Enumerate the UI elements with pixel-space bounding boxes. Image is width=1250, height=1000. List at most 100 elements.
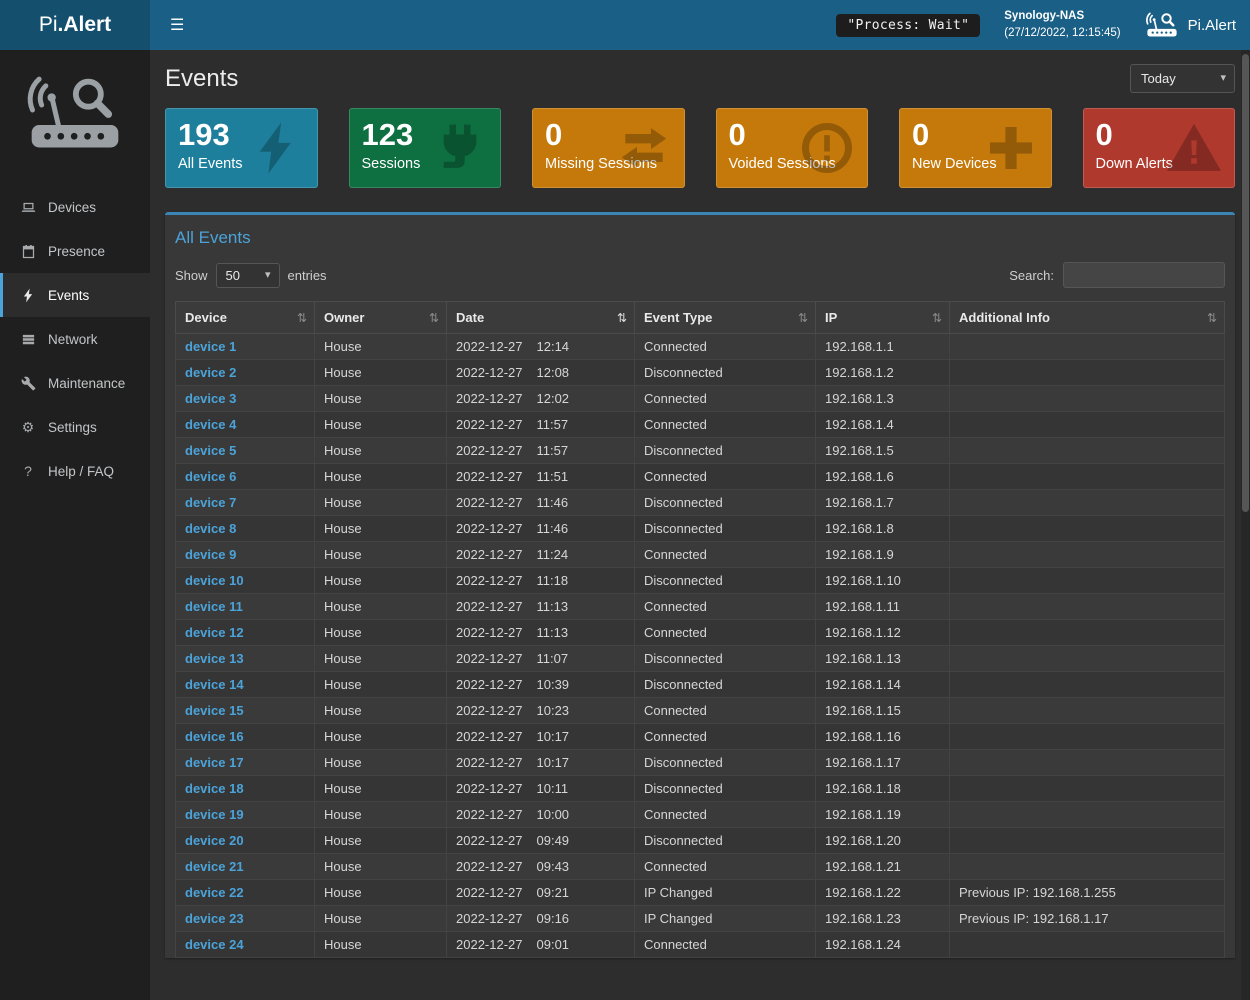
app-brand[interactable]: Pi .Alert — [0, 0, 150, 50]
scrollbar-thumb[interactable] — [1242, 54, 1249, 512]
additional-info-cell — [949, 853, 1225, 880]
device-link[interactable]: device 23 — [185, 911, 244, 926]
device-link[interactable]: device 5 — [185, 443, 237, 458]
summary-card-new-devices[interactable]: 0 New Devices — [899, 108, 1052, 188]
sort-icon: ⇅ — [931, 310, 942, 325]
device-link[interactable]: device 2 — [185, 365, 237, 380]
card-label: New Devices — [912, 155, 997, 172]
event-type-cell: Disconnected — [634, 359, 816, 386]
app-badge[interactable]: Pi.Alert — [1145, 12, 1236, 39]
time-value: 11:18 — [536, 573, 569, 588]
device-link[interactable]: device 18 — [185, 781, 244, 796]
device-cell: device 10 — [175, 567, 315, 594]
date-cell: 2022-12-27 12:14 — [446, 333, 635, 360]
date-cell: 2022-12-27 11:46 — [446, 489, 635, 516]
page-size-select[interactable]: 50 — [215, 262, 280, 288]
device-cell: device 21 — [175, 853, 315, 880]
table-row: device 12 House 2022-12-27 11:13 Connecte… — [175, 619, 1225, 646]
search-label: Search: — [1009, 267, 1054, 283]
sidebar-item-help-faq[interactable]: ? Help / FAQ — [0, 449, 150, 493]
summary-card-down-alerts[interactable]: 0 Down Alerts — [1082, 108, 1235, 188]
device-link[interactable]: device 9 — [185, 547, 237, 562]
hamburger-menu-icon[interactable]: ☰ — [160, 11, 194, 39]
column-header-device[interactable]: Device ⇅ — [175, 301, 315, 334]
sidebar-item-label: Network — [48, 331, 98, 347]
device-link[interactable]: device 8 — [185, 521, 237, 536]
date-cell: 2022-12-27 10:00 — [446, 801, 635, 828]
table-row: device 9 House 2022-12-27 11:24 Connected… — [175, 541, 1225, 568]
date-value: 2022-12-27 — [456, 339, 523, 354]
date-cell: 2022-12-27 09:01 — [446, 931, 635, 958]
ip-cell: 192.168.1.3 — [815, 385, 950, 412]
column-header-owner[interactable]: Owner ⇅ — [314, 301, 447, 334]
column-header-additional-info[interactable]: Additional Info ⇅ — [949, 301, 1225, 334]
device-cell: device 22 — [175, 879, 315, 906]
owner-cell: House — [314, 853, 447, 880]
device-cell: device 7 — [175, 489, 315, 516]
event-type-cell: IP Changed — [634, 905, 816, 932]
bolt-icon — [18, 288, 38, 303]
device-link[interactable]: device 6 — [185, 469, 237, 484]
date-value: 2022-12-27 — [456, 755, 523, 770]
card-value: 0 — [1095, 117, 1113, 152]
sidebar-item-network[interactable]: Network — [0, 317, 150, 361]
date-cell: 2022-12-27 12:08 — [446, 359, 635, 386]
additional-info-cell — [949, 801, 1225, 828]
additional-info-cell — [949, 593, 1225, 620]
device-link[interactable]: device 14 — [185, 677, 244, 692]
event-type-cell: Connected — [634, 723, 816, 750]
owner-cell: House — [314, 697, 447, 724]
column-header-ip[interactable]: IP ⇅ — [815, 301, 950, 334]
device-link[interactable]: device 7 — [185, 495, 237, 510]
show-entries-control: Show 50 entries — [175, 262, 327, 288]
time-value: 09:21 — [536, 885, 570, 900]
summary-card-voided-sessions[interactable]: 0 Voided Sessions — [715, 108, 868, 188]
ip-cell: 192.168.1.10 — [815, 567, 950, 594]
table-row: device 16 House 2022-12-27 10:17 Connecte… — [175, 723, 1225, 750]
table-row: device 23 House 2022-12-27 09:16 IP Chang… — [175, 905, 1225, 932]
device-link[interactable]: device 16 — [185, 729, 244, 744]
device-link[interactable]: device 11 — [185, 599, 243, 614]
device-cell: device 14 — [175, 671, 315, 698]
device-link[interactable]: device 24 — [185, 937, 244, 952]
search-input[interactable] — [1063, 262, 1225, 288]
device-link[interactable]: device 15 — [185, 703, 244, 718]
column-header-label: IP — [825, 310, 838, 325]
device-link[interactable]: device 4 — [185, 417, 237, 432]
device-link[interactable]: device 13 — [185, 651, 244, 666]
summary-card-missing-sessions[interactable]: 0 Missing Sessions — [532, 108, 685, 188]
device-link[interactable]: device 17 — [185, 755, 244, 770]
sidebar-item-presence[interactable]: Presence — [0, 229, 150, 273]
date-value: 2022-12-27 — [456, 547, 523, 562]
sidebar-item-maintenance[interactable]: Maintenance — [0, 361, 150, 405]
device-link[interactable]: device 3 — [185, 391, 237, 406]
date-value: 2022-12-27 — [456, 495, 523, 510]
summary-card-sessions[interactable]: 123 Sessions — [348, 108, 501, 188]
period-select[interactable]: Today — [1130, 63, 1235, 93]
column-header-date[interactable]: Date ⇅ — [446, 301, 635, 334]
additional-info-cell — [949, 333, 1225, 360]
device-link[interactable]: device 19 — [185, 807, 244, 822]
sidebar-item-settings[interactable]: ⚙ Settings — [0, 405, 150, 449]
ip-cell: 192.168.1.15 — [815, 697, 950, 724]
summary-card-all-events[interactable]: 193 All Events — [165, 108, 318, 188]
device-cell: device 4 — [175, 411, 315, 438]
device-cell: device 11 — [175, 593, 315, 620]
device-link[interactable]: device 20 — [185, 833, 244, 848]
sidebar-item-devices[interactable]: Devices — [0, 185, 150, 229]
column-header-event-type[interactable]: Event Type ⇅ — [634, 301, 816, 334]
owner-cell: House — [314, 515, 447, 542]
owner-cell: House — [314, 333, 447, 360]
sort-icon: ⇅ — [616, 310, 627, 325]
device-link[interactable]: device 21 — [185, 859, 244, 874]
device-link[interactable]: device 10 — [185, 573, 244, 588]
device-link[interactable]: device 1 — [185, 339, 237, 354]
scrollbar-track[interactable] — [1241, 50, 1250, 1000]
device-link[interactable]: device 12 — [185, 625, 244, 640]
exchange-icon — [616, 120, 672, 176]
additional-info-cell — [949, 411, 1225, 438]
device-link[interactable]: device 22 — [185, 885, 244, 900]
table-row: device 17 House 2022-12-27 10:17 Disconne… — [175, 749, 1225, 776]
owner-cell: House — [314, 619, 447, 646]
sidebar-item-events[interactable]: Events — [0, 273, 150, 317]
